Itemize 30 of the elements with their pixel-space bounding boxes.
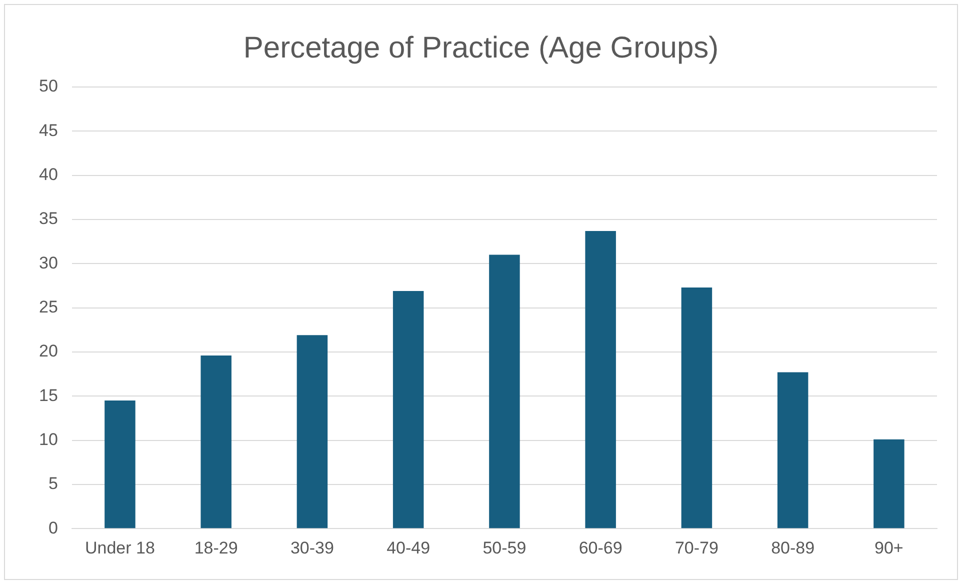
bar (874, 439, 904, 528)
bar (489, 254, 520, 528)
bar (777, 372, 808, 528)
y-tick-label: 0 (48, 518, 58, 538)
x-tick-label: 90+ (874, 538, 904, 558)
y-tick-label: 45 (38, 120, 58, 140)
x-tick-label: 80-89 (771, 538, 815, 558)
y-tick-label: 5 (48, 474, 58, 494)
y-tick-label: 50 (38, 76, 58, 96)
x-tick-label: Under 18 (85, 538, 155, 558)
y-tick-label: 10 (38, 430, 58, 449)
bar (296, 335, 328, 528)
bar (585, 230, 616, 528)
y-tick-label: 15 (38, 386, 58, 405)
y-tick-label: 30 (38, 253, 58, 272)
bar (681, 287, 712, 528)
x-tick-label: 30-39 (290, 538, 334, 558)
y-tick-label: 20 (38, 342, 58, 361)
y-tick-label: 40 (38, 165, 58, 184)
bar (200, 355, 232, 528)
x-tick-label: 40-49 (386, 538, 430, 558)
x-tick-label: 50-59 (482, 538, 526, 558)
y-tick-label: 35 (38, 209, 58, 228)
bar (104, 400, 136, 528)
x-tick-label: 70-79 (674, 538, 718, 558)
x-tick-label: 18-29 (194, 538, 238, 558)
bar (392, 291, 424, 528)
y-tick-label: 25 (38, 297, 58, 316)
chart-title: Percetage of Practice (Age Groups) (243, 31, 719, 64)
x-tick-label: 60-69 (578, 538, 622, 558)
